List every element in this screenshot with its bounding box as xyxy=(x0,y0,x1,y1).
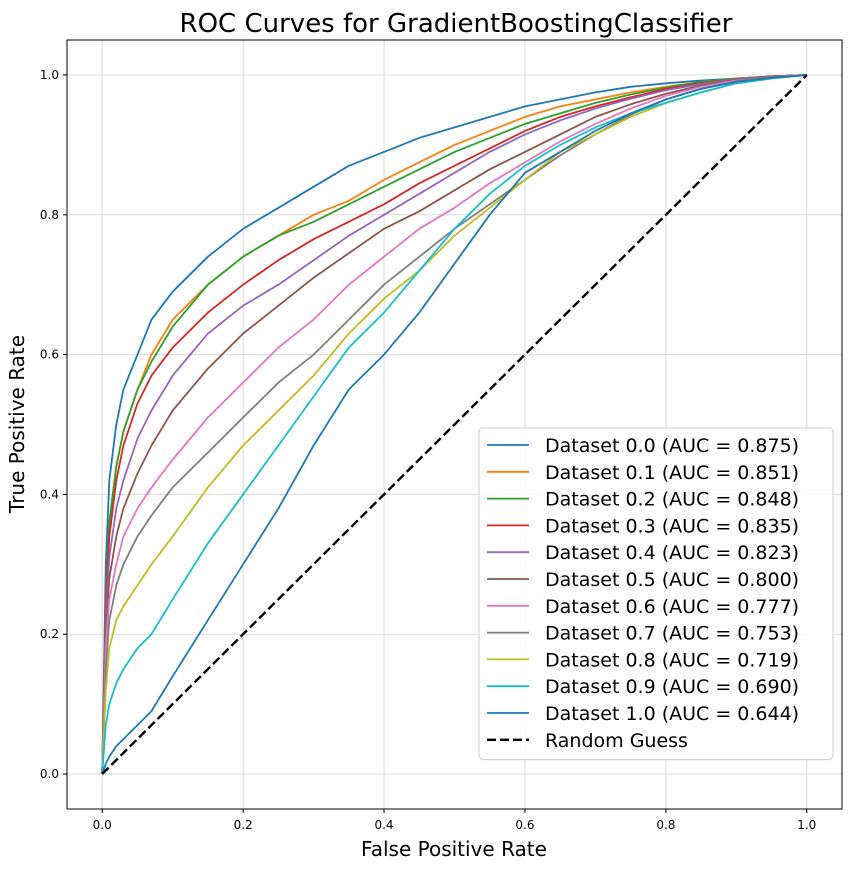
series-line-4 xyxy=(101,74,807,775)
x-tick-label: 1.0 xyxy=(797,818,816,832)
series-line-10 xyxy=(101,74,807,775)
axes-frame xyxy=(66,39,843,810)
x-tick-label: 0.4 xyxy=(374,818,393,832)
series-line-11 xyxy=(101,74,808,775)
grid xyxy=(67,40,842,809)
series-line-5 xyxy=(101,74,807,775)
legend-label-9: Dataset 0.9 (AUC = 0.690) xyxy=(545,676,799,698)
y-tick-label: 0.8 xyxy=(40,208,59,222)
legend-label-6: Dataset 0.6 (AUC = 0.777) xyxy=(545,596,799,618)
series-line-2 xyxy=(101,74,807,775)
series-line-6 xyxy=(101,74,807,775)
y-tick-label: 1.0 xyxy=(40,68,59,82)
legend-box xyxy=(478,427,834,761)
y-axis-label: True Positive Rate xyxy=(5,335,29,514)
x-axis-label: False Positive Rate xyxy=(361,837,547,861)
x-tick-label: 0.2 xyxy=(234,818,253,832)
series-line-0 xyxy=(101,74,807,775)
legend: Dataset 0.0 (AUC = 0.875) Dataset 0.1 (AU… xyxy=(478,427,834,761)
plot-lines xyxy=(101,74,808,775)
legend-label-11: Random Guess xyxy=(545,730,688,752)
ticks: 0.0 0.2 0.4 0.6 0.8 1.0 0.0 0.2 0.4 0.6 0.8 1.0 xyxy=(40,68,816,832)
legend-label-3: Dataset 0.3 (AUC = 0.835) xyxy=(545,515,799,537)
legend-label-5: Dataset 0.5 (AUC = 0.800) xyxy=(545,569,799,591)
legend-label-7: Dataset 0.7 (AUC = 0.753) xyxy=(545,623,799,645)
x-tick-label: 0.0 xyxy=(93,818,112,832)
series-line-3 xyxy=(101,74,807,775)
legend-label-2: Dataset 0.2 (AUC = 0.848) xyxy=(545,489,799,511)
y-tick-label: 0.2 xyxy=(40,627,59,641)
legend-label-0: Dataset 0.0 (AUC = 0.875) xyxy=(545,435,799,457)
legend-label-4: Dataset 0.4 (AUC = 0.823) xyxy=(545,542,799,564)
legend-label-1: Dataset 0.1 (AUC = 0.851) xyxy=(545,462,799,484)
x-tick-label: 0.6 xyxy=(515,818,534,832)
y-tick-label: 0.6 xyxy=(40,348,59,362)
chart-title: ROC Curves for GradientBoostingClassifie… xyxy=(180,9,733,39)
x-tick-label: 0.8 xyxy=(656,818,675,832)
legend-label-8: Dataset 0.8 (AUC = 0.719) xyxy=(545,649,799,671)
legend-label-10: Dataset 1.0 (AUC = 0.644) xyxy=(545,703,799,725)
y-tick-label: 0.4 xyxy=(40,487,59,501)
y-tick-label: 0.0 xyxy=(40,767,59,781)
series-line-9 xyxy=(101,74,807,775)
